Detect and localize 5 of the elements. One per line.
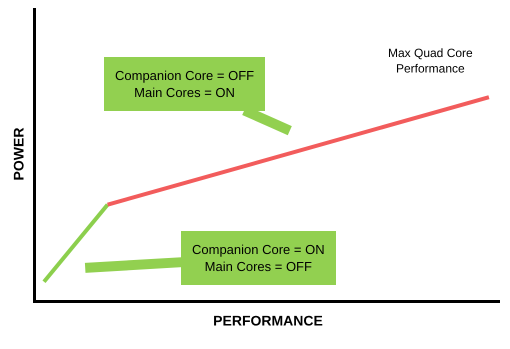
text: Max Quad Core Performance (388, 46, 474, 76)
x-axis-title: PERFORMANCE (213, 312, 323, 329)
y-axis-title: POWER (10, 128, 27, 180)
annotation: Companion Core = ON Main Cores = OFF (192, 242, 325, 274)
annotation: Companion Core = OFF Main Cores = ON (115, 68, 254, 100)
